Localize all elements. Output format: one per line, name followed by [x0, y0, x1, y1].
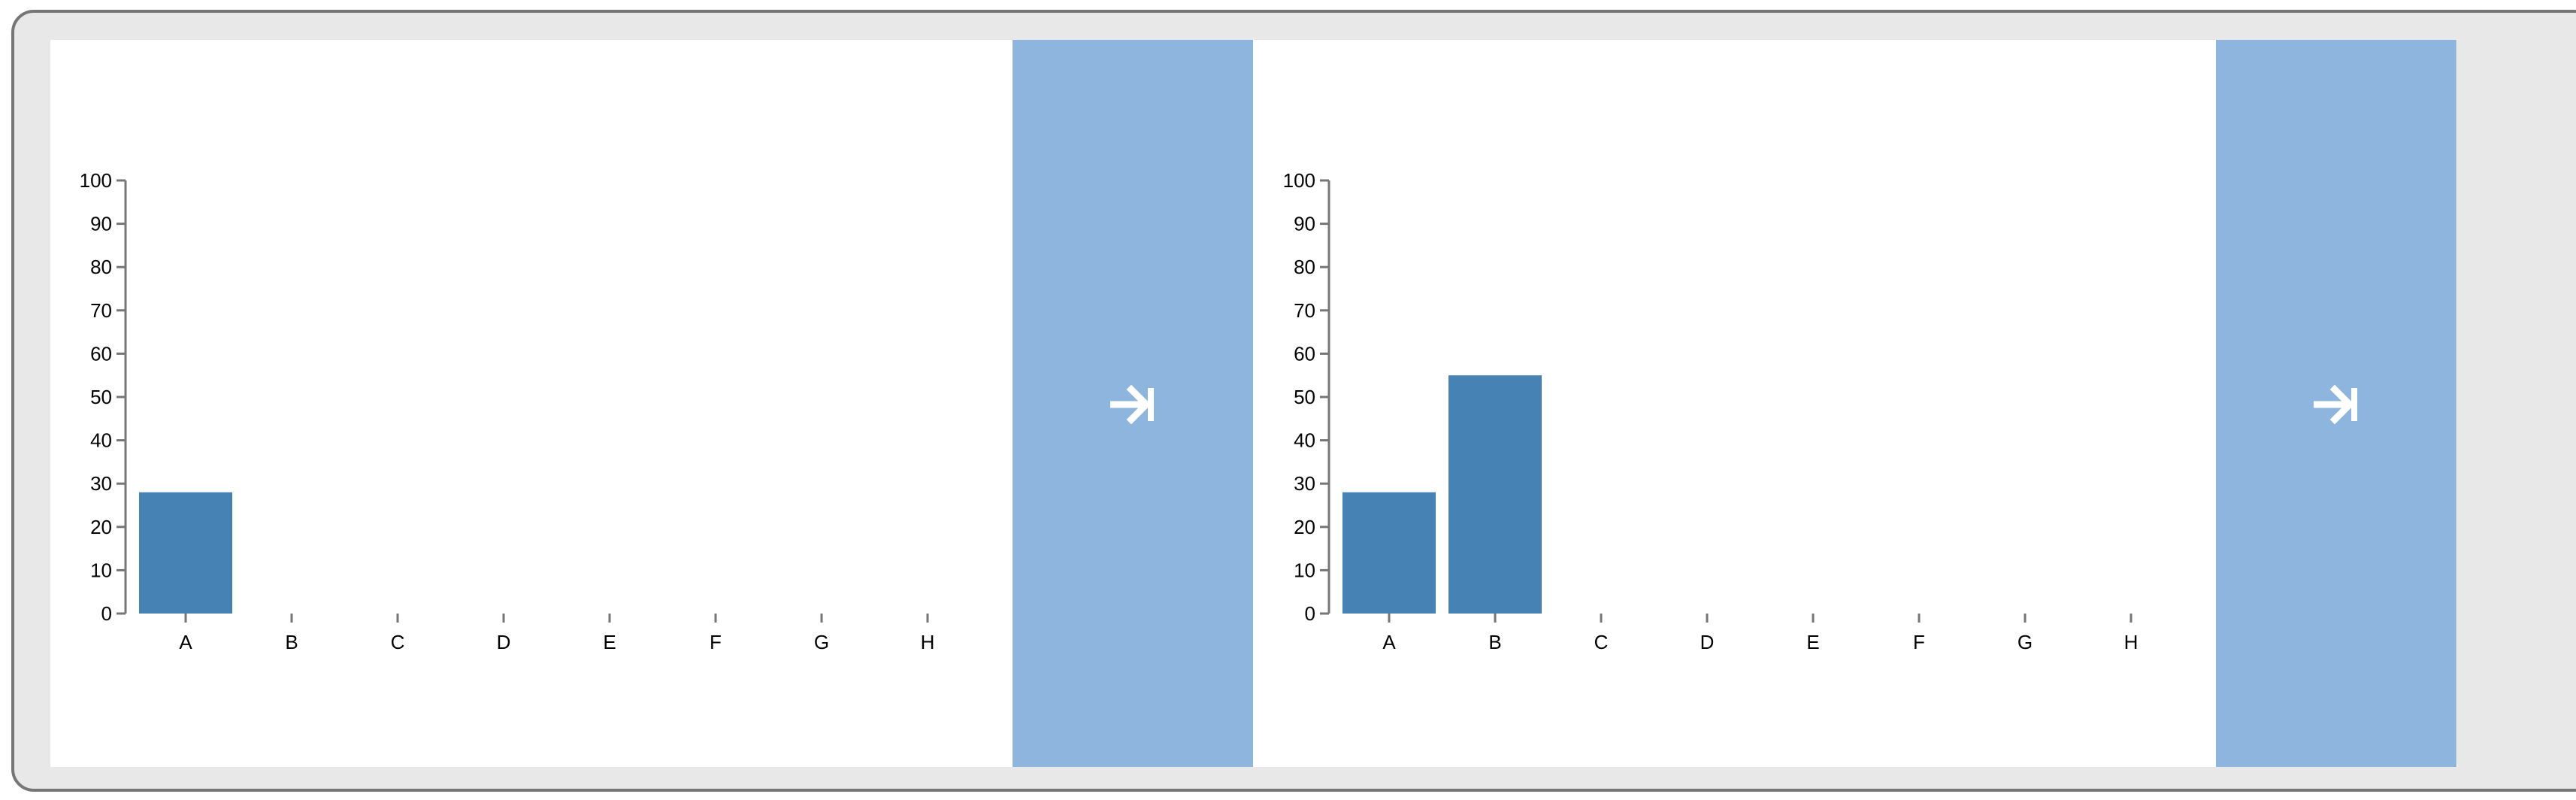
x-tick-label: C: [391, 631, 405, 653]
x-tick-label: H: [921, 631, 935, 653]
x-tick-label: H: [2124, 631, 2139, 653]
bar-chart-1: 0 10 20 30 40 50 60 70 80 90 100 A B C D E F G H: [80, 169, 935, 653]
x-tick-label: D: [1700, 631, 1715, 653]
y-tick-label: 0: [101, 602, 112, 625]
y-tick-label: 30: [90, 472, 112, 495]
y-tick-label: 70: [1294, 299, 1315, 322]
arrow-right-to-bar-icon: [2314, 384, 2357, 425]
x-tick-label: G: [2018, 631, 2033, 653]
y-tick-label: 20: [1294, 516, 1315, 538]
y-tick-label: 10: [90, 559, 112, 581]
y-tick-label: 50: [1294, 386, 1315, 408]
arrow-right-to-bar-icon: [1110, 384, 1154, 425]
y-tick-label: 40: [1294, 429, 1315, 452]
y-tick-label: 50: [90, 386, 112, 408]
x-tick-label: E: [603, 631, 616, 653]
y-tick-label: 60: [1294, 342, 1315, 365]
y-tick-label: 10: [1294, 559, 1315, 581]
y-tick-label: 80: [90, 256, 112, 278]
x-tick-label: B: [285, 631, 298, 653]
x-tick-label: A: [179, 631, 192, 653]
y-tick-label: 60: [90, 342, 112, 365]
y-tick-label: 100: [80, 169, 112, 192]
next-step-button[interactable]: [1013, 40, 1253, 767]
chart-panel-1: 0 10 20 30 40 50 60 70 80 90 100 A B C D E F G H: [50, 40, 1254, 767]
bar-B: [1448, 375, 1542, 614]
next-step-button[interactable]: [2216, 40, 2456, 767]
y-tick-label: 90: [90, 213, 112, 235]
bar-chart-2: 0 10 20 30 40 50 60 70 80 90 100 A B C D E F G H: [1283, 169, 2139, 653]
y-tick-label: 0: [1305, 602, 1315, 625]
x-tick-label: D: [497, 631, 511, 653]
x-tick-label: F: [1913, 631, 1925, 653]
y-tick-label: 100: [1283, 169, 1315, 192]
y-tick-label: 20: [90, 516, 112, 538]
x-tick-label: F: [710, 631, 722, 653]
y-tick-label: 40: [90, 429, 112, 452]
y-tick-label: 80: [1294, 256, 1315, 278]
x-tick-label: B: [1488, 631, 1501, 653]
y-tick-label: 30: [1294, 472, 1315, 495]
y-tick-label: 70: [90, 299, 112, 322]
x-tick-label: C: [1594, 631, 1609, 653]
x-tick-label: E: [1806, 631, 1819, 653]
bar-A: [1342, 492, 1436, 614]
chart-panel-2: 0 10 20 30 40 50 60 70 80 90 100 A B C D E F G H: [1254, 40, 2457, 767]
x-tick-label: A: [1382, 631, 1396, 653]
bar-A: [139, 492, 232, 614]
x-tick-label: G: [814, 631, 829, 653]
y-tick-label: 90: [1294, 213, 1315, 235]
